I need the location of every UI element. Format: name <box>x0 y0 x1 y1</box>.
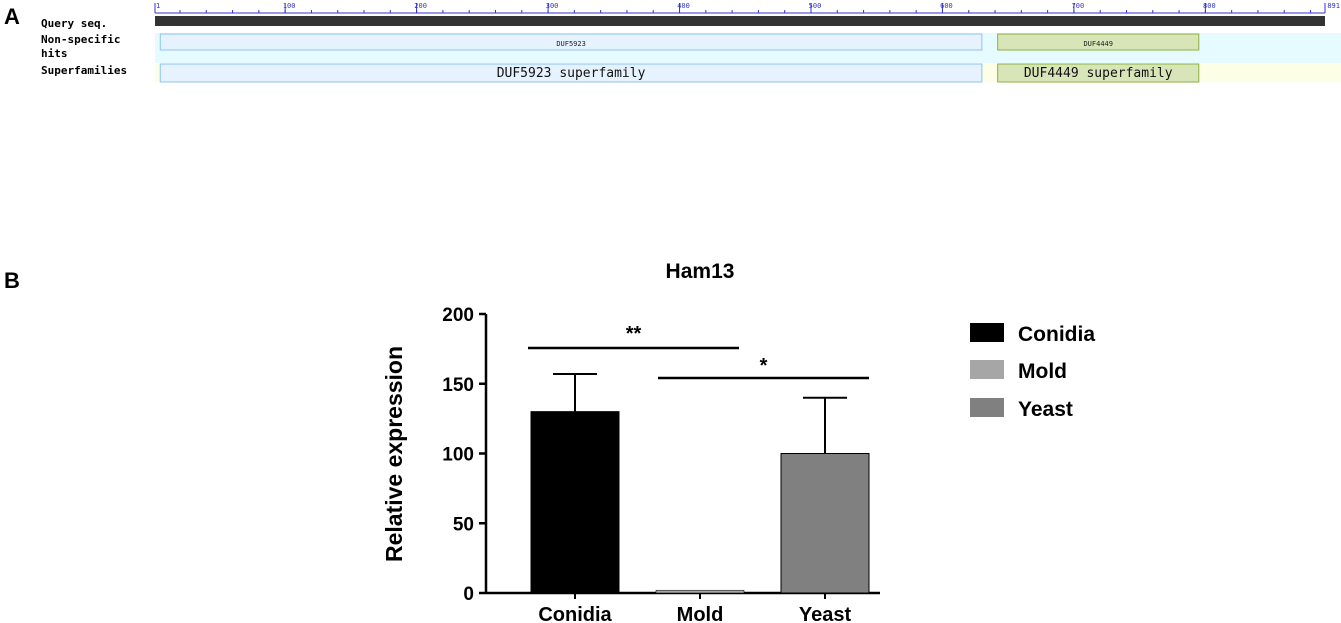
ruler-tick-label: 1 <box>156 2 160 10</box>
row-label-superfamilies: Superfamilies <box>41 64 127 77</box>
ruler-ticks: 1 100 200 300 400 500 600 700 800 891 <box>154 2 1340 13</box>
x-tick-label: Conidia <box>538 604 612 623</box>
ruler-tick-label: 700 <box>1072 2 1085 10</box>
legend-label: Yeast <box>1018 398 1073 421</box>
domain-hit-label: DUF5923 <box>556 40 586 48</box>
significance-label: ** <box>626 323 642 345</box>
chart-legend: Conidia Mold Yeast <box>970 323 1095 421</box>
significance-annotations: *** <box>528 323 869 380</box>
x-tick-label: Yeast <box>799 604 852 623</box>
ruler-tick-label: 300 <box>546 2 559 10</box>
x-tick-label: Mold <box>677 604 724 623</box>
bar-yeast <box>780 453 870 594</box>
legend-label: Mold <box>1018 360 1067 383</box>
domain-hit-label: DUF4449 <box>1083 40 1113 48</box>
superfamily-box <box>997 63 1200 83</box>
chart-title: Ham13 <box>666 260 735 283</box>
superfamily-box <box>159 63 983 83</box>
ruler-tick-label: 200 <box>414 2 427 10</box>
legend-swatch <box>970 323 1004 342</box>
y-axis-label: Relative expression <box>381 346 407 562</box>
superfamily-label: DUF5923 superfamily <box>497 66 646 81</box>
row-label-non-specific: Non-specific <box>41 33 120 46</box>
row-label-hits: hits <box>41 47 68 60</box>
ruler-tick-label: 100 <box>283 2 296 10</box>
panel-a-letter: A <box>4 4 20 29</box>
legend-label: Conidia <box>1018 323 1095 346</box>
ruler-tick-label: 600 <box>940 2 953 10</box>
ruler-tick-label: 800 <box>1203 2 1216 10</box>
ruler-tick-label: 500 <box>809 2 822 10</box>
y-tick-label: 50 <box>453 514 474 535</box>
row-label-query-seq: Query seq. <box>41 17 107 30</box>
superfamily-label: DUF4449 superfamily <box>1024 66 1173 81</box>
legend-swatch <box>970 360 1004 379</box>
legend-swatch <box>970 398 1004 417</box>
y-tick-label: 200 <box>442 305 474 326</box>
ruler-tick-label: 400 <box>677 2 690 10</box>
domain-hit-box <box>997 33 1200 51</box>
bar-mold <box>655 589 745 594</box>
ruler-tick-label: 891 <box>1327 2 1340 10</box>
domain-architecture-panel: Query seq. Non-specific hits Superfamili… <box>41 2 1341 83</box>
domain-hit-box <box>159 33 983 51</box>
chart-bars <box>530 372 870 594</box>
query-sequence-bar <box>155 16 1325 26</box>
panel-b-letter: B <box>4 268 20 293</box>
y-tick-label: 100 <box>442 445 474 466</box>
significance-label: * <box>760 355 768 377</box>
bar-conidia <box>530 411 620 594</box>
domain-boxes: DUF5923 DUF5923 superfamily DUF4449 DUF4449… <box>159 33 1200 83</box>
y-tick-label: 0 <box>463 584 474 605</box>
y-tick-label: 150 <box>442 375 474 396</box>
